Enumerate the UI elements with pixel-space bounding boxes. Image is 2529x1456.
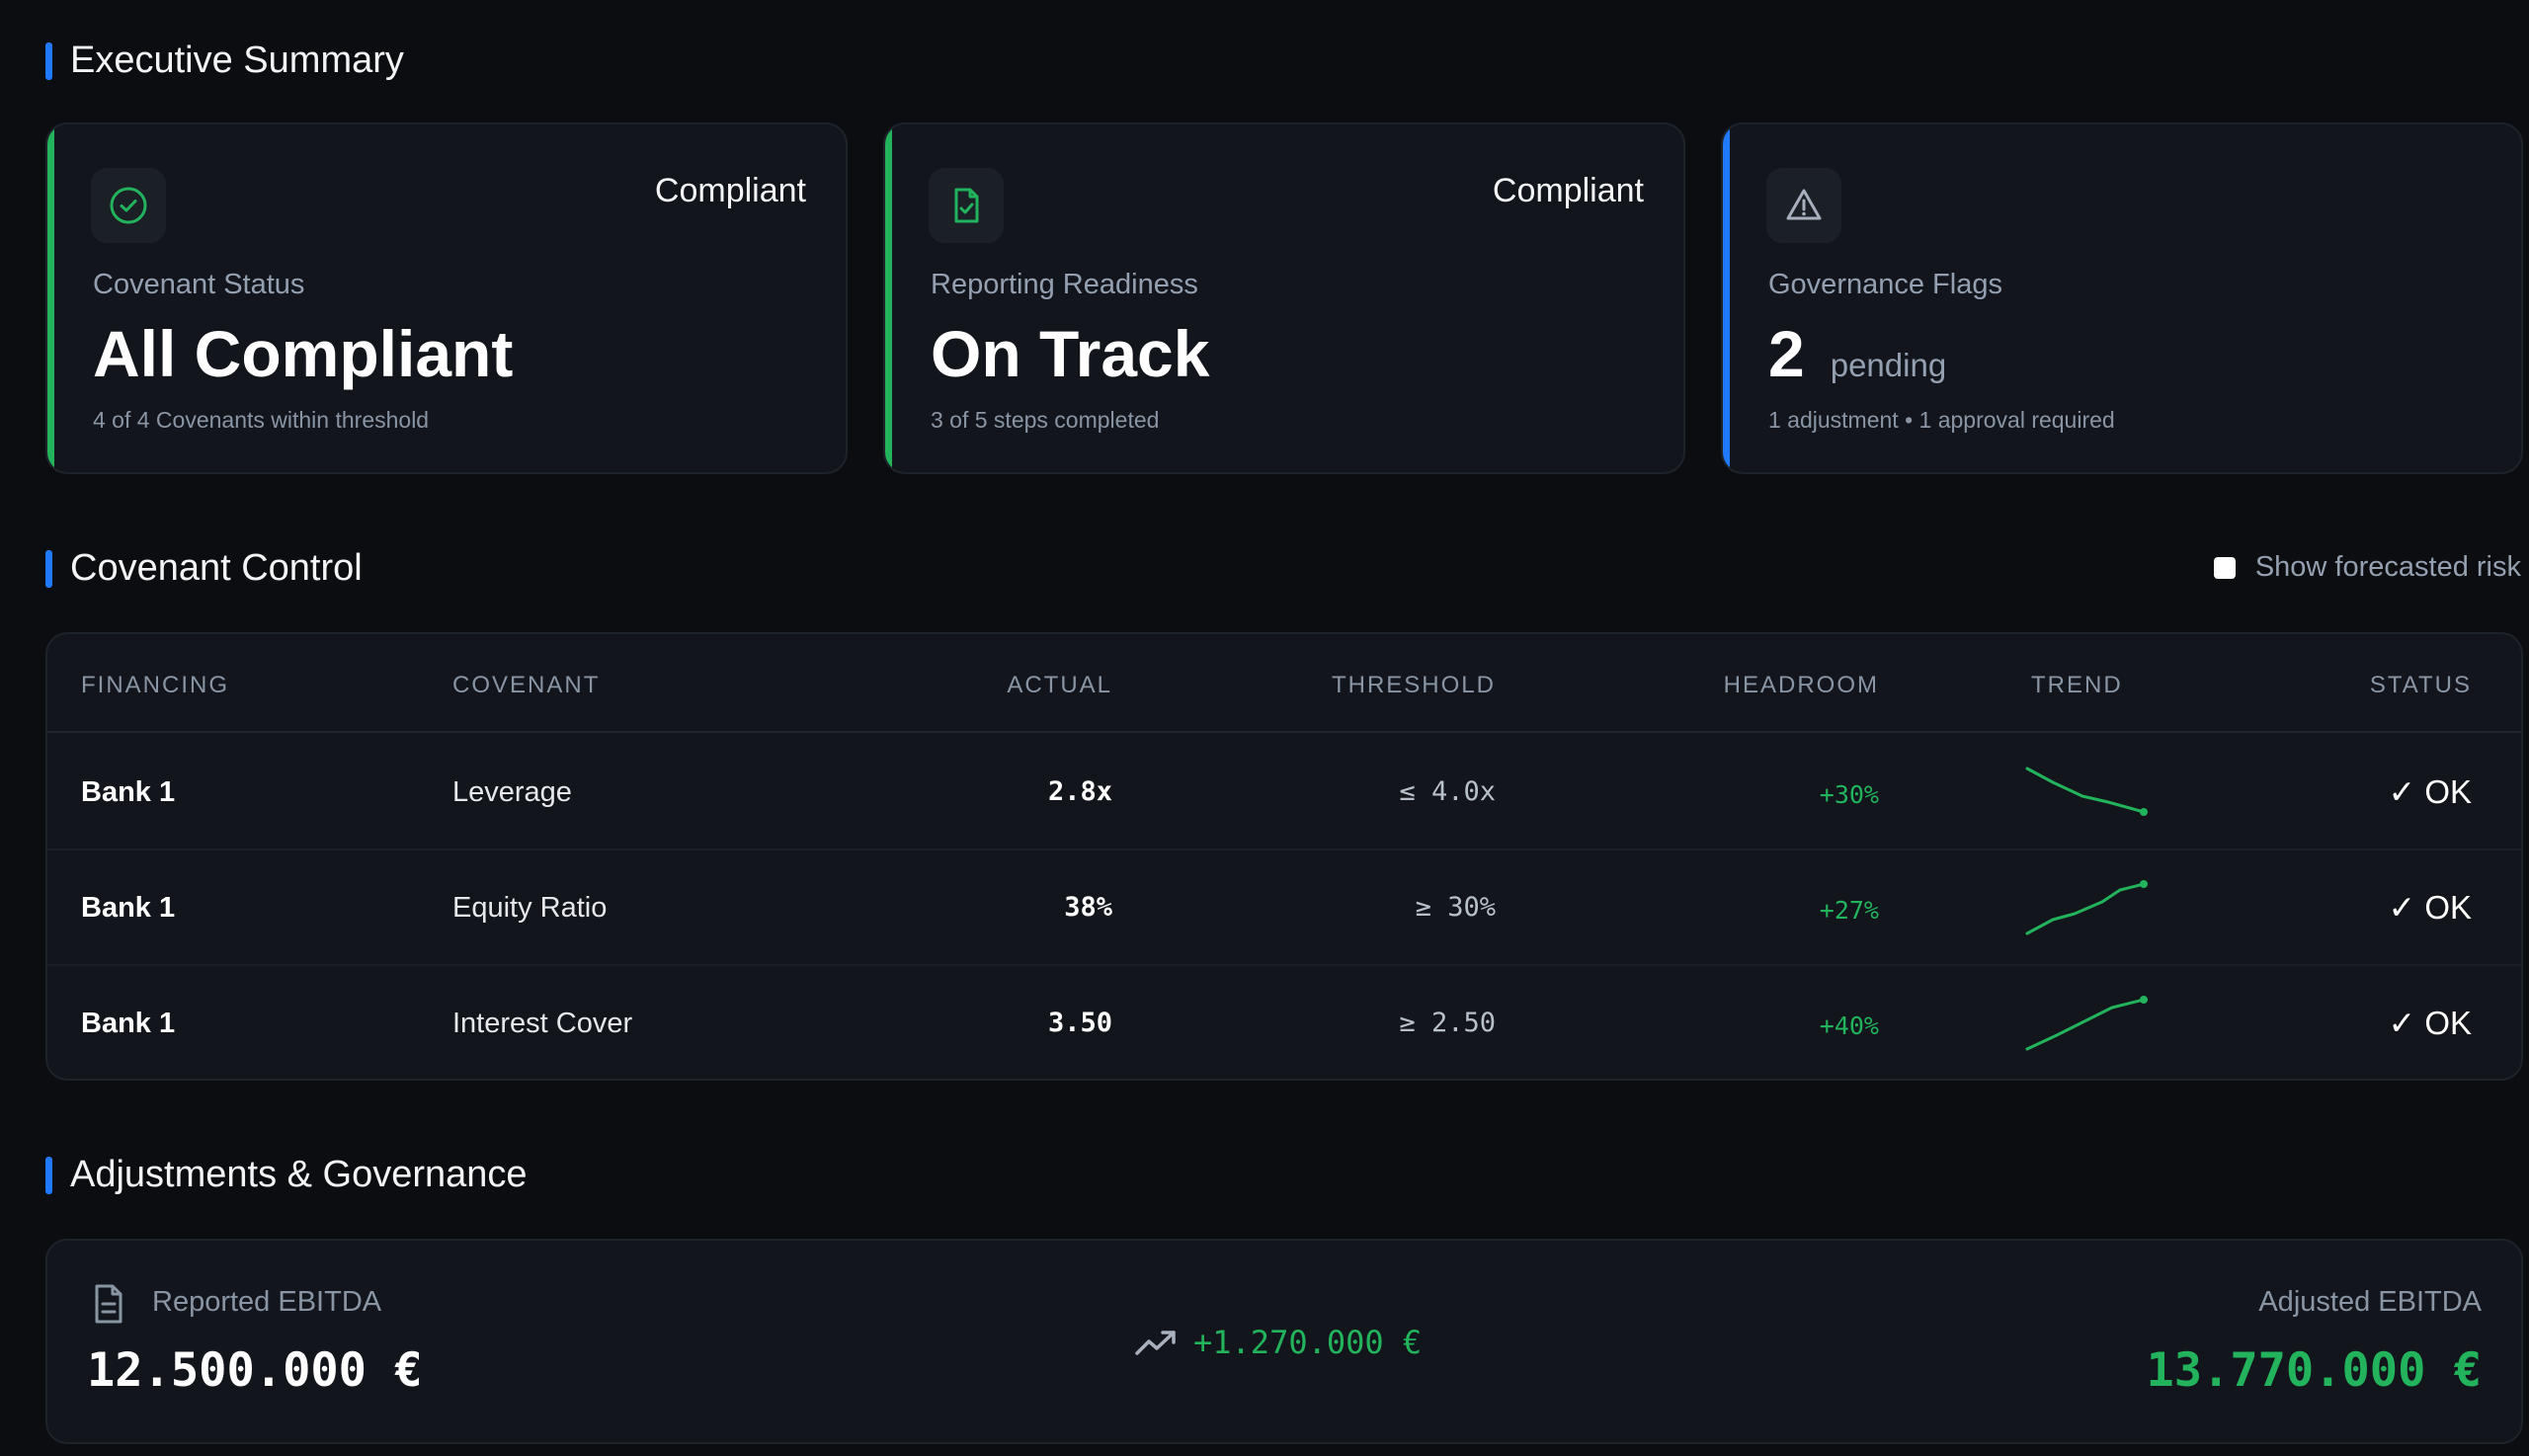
card-value-text: All Compliant <box>93 317 514 390</box>
headroom-cell: +30% <box>1819 780 1879 809</box>
actual-cell: 38% <box>1064 892 1112 923</box>
adjustment-delta: +1.270.000 € <box>1134 1324 1422 1361</box>
card-state: Compliant <box>1492 172 1644 209</box>
document-check-icon <box>929 168 1004 243</box>
reporting-readiness-card[interactable]: Compliant Reporting Readiness On Track 3… <box>883 122 1685 474</box>
section-accent-bar <box>45 41 52 80</box>
table-row[interactable]: Bank 1 Leverage 2.8x ≤ 4.0x +30% ✓ OK <box>47 735 2521 850</box>
trend-sparkline <box>2025 767 2148 816</box>
card-value: 2 pending <box>1768 316 1946 391</box>
card-label: Governance Flags <box>1768 269 2002 300</box>
column-header-covenant[interactable]: COVENANT <box>452 672 601 698</box>
reported-ebitda-value: 12.500.000 € <box>87 1343 423 1398</box>
column-header-actual[interactable]: ACTUAL <box>1007 672 1112 698</box>
card-label: Reporting Readiness <box>931 269 1198 300</box>
status-badge: ✓ OK <box>2388 1005 2473 1041</box>
status-badge: ✓ OK <box>2388 889 2473 926</box>
threshold-cell: ≤ 4.0x <box>1399 776 1496 807</box>
summary-cards: Compliant Covenant Status All Compliant … <box>45 122 2523 474</box>
trending-up-icon <box>1135 1331 1176 1355</box>
card-subtext: 3 of 5 steps completed <box>931 407 1160 433</box>
document-icon <box>95 1284 122 1324</box>
section-accent-bar <box>45 549 52 588</box>
governance-flags-card[interactable]: Governance Flags 2 pending 1 adjustment … <box>1721 122 2523 474</box>
covenant-cell: Equity Ratio <box>452 892 608 924</box>
check-circle-icon <box>91 168 166 243</box>
financing-cell: Bank 1 <box>81 776 176 808</box>
column-header-threshold[interactable]: THRESHOLD <box>1331 672 1496 698</box>
forecast-toggle-label: Show forecasted risk <box>2254 551 2521 583</box>
adjusted-ebitda-label: Adjusted EBITDA <box>2258 1286 2482 1318</box>
covenant-cell: Leverage <box>452 776 572 808</box>
card-subtext: 4 of 4 Covenants within threshold <box>93 407 430 433</box>
covenant-cell: Interest Cover <box>452 1008 633 1039</box>
actual-cell: 2.8x <box>1047 776 1112 807</box>
card-accent <box>47 124 54 472</box>
forecast-toggle[interactable]: Show forecasted risk <box>2213 551 2521 584</box>
table-row[interactable]: Bank 1 Equity Ratio 38% ≥ 30% +27% ✓ OK <box>47 850 2521 966</box>
card-state: Compliant <box>654 172 806 209</box>
headroom-cell: +40% <box>1819 1011 1879 1040</box>
forecast-checkbox[interactable] <box>2213 556 2236 579</box>
threshold-cell: ≥ 2.50 <box>1399 1008 1496 1038</box>
financing-cell: Bank 1 <box>81 1008 176 1039</box>
adjustments-heading: Adjustments & Governance <box>45 1154 528 1196</box>
card-accent <box>885 124 892 472</box>
executive-summary-title: Executive Summary <box>70 40 404 81</box>
trend-sparkline <box>2025 996 2148 1051</box>
card-value: All Compliant <box>93 316 513 391</box>
column-header-financing[interactable]: FINANCING <box>81 672 229 698</box>
covenant-status-card[interactable]: Compliant Covenant Status All Compliant … <box>45 122 848 474</box>
covenant-table: FINANCING COVENANT ACTUAL THRESHOLD HEAD… <box>45 632 2523 1081</box>
ebitda-adjustment-card[interactable]: Reported EBITDA 12.500.000 € +1.270.000 … <box>45 1239 2523 1444</box>
table-row[interactable]: Bank 1 Interest Cover 3.50 ≥ 2.50 +40% ✓… <box>47 966 2521 1079</box>
table-header: FINANCING COVENANT ACTUAL THRESHOLD HEAD… <box>47 634 2521 733</box>
card-subtext: 1 adjustment • 1 approval required <box>1768 407 2115 433</box>
card-value: On Track <box>931 316 1209 391</box>
column-header-headroom[interactable]: HEADROOM <box>1723 672 1879 698</box>
executive-summary-heading: Executive Summary <box>45 40 404 82</box>
covenant-control-heading: Covenant Control <box>45 547 363 590</box>
covenant-control-title: Covenant Control <box>70 547 363 589</box>
section-accent-bar <box>45 1156 52 1194</box>
headroom-cell: +27% <box>1819 896 1879 925</box>
status-badge: ✓ OK <box>2388 773 2473 810</box>
card-value-text: On Track <box>931 317 1210 390</box>
trend-sparkline <box>2025 880 2148 935</box>
card-value-unit: pending <box>1830 347 1947 383</box>
financing-cell: Bank 1 <box>81 892 176 924</box>
column-header-trend[interactable]: TREND <box>2031 672 2123 698</box>
threshold-cell: ≥ 30% <box>1415 892 1496 923</box>
actual-cell: 3.50 <box>1047 1008 1112 1038</box>
warning-triangle-icon <box>1766 168 1841 243</box>
card-label: Covenant Status <box>93 269 305 300</box>
adjustments-title: Adjustments & Governance <box>70 1154 528 1195</box>
column-header-status[interactable]: STATUS <box>2369 672 2472 698</box>
adjusted-ebitda-value: 13.770.000 € <box>2146 1343 2482 1398</box>
card-accent <box>1723 124 1730 472</box>
card-value-text: 2 <box>1768 317 1805 390</box>
reported-ebitda-label: Reported EBITDA <box>152 1286 382 1318</box>
adjustment-delta-value: +1.270.000 € <box>1193 1324 1423 1361</box>
